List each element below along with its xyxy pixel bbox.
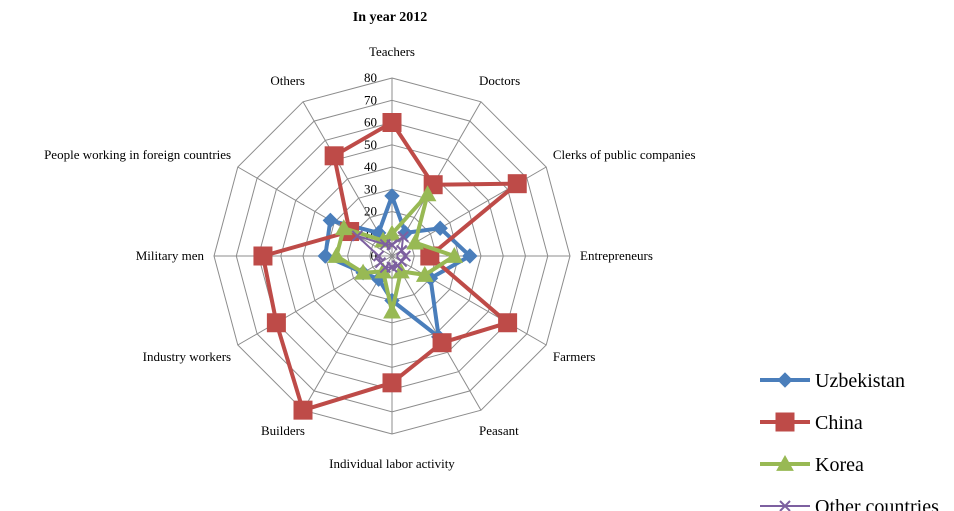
series-0-point-9	[317, 248, 333, 264]
category-label-5: Peasant	[479, 423, 519, 438]
spoke-4	[391, 255, 547, 346]
tick-label-60: 60	[364, 115, 377, 130]
series-1-point-4	[498, 313, 518, 333]
category-label-1: Doctors	[479, 73, 520, 88]
category-label-3: Entrepreneurs	[580, 248, 653, 263]
tick-label-80: 80	[364, 70, 377, 85]
series-1-point-9	[253, 246, 273, 266]
category-label-9: Military men	[136, 248, 205, 263]
spoke-10	[237, 166, 393, 257]
series-3-point-1	[397, 231, 409, 243]
spoke-8	[237, 255, 393, 346]
series-1-point-0	[382, 113, 402, 132]
series-0-point-10	[322, 212, 339, 229]
category-label-0: Teachers	[369, 44, 415, 59]
legend-marker-2	[776, 454, 794, 471]
legend-label-0: Uzbekistan	[815, 370, 905, 392]
legend-label-1: China	[815, 412, 863, 434]
series-3-point-8	[374, 256, 387, 269]
series-2-point-6	[383, 302, 401, 319]
series-2-point-8	[354, 263, 372, 280]
category-label-6: Individual labor activity	[329, 456, 455, 471]
legend-label-3: Other countries	[815, 496, 939, 511]
series-0-point-2	[432, 220, 448, 236]
legend-label-2: Korea	[815, 454, 864, 476]
legend-item-0: Uzbekistan	[760, 370, 905, 392]
series-2-point-1	[418, 185, 437, 202]
category-label-2: Clerks of public companies	[553, 147, 696, 162]
series-group	[253, 113, 527, 420]
chart-title: In year 2012	[353, 10, 427, 25]
series-1-point-8	[266, 313, 286, 333]
category-label-7: Builders	[261, 423, 305, 438]
legend-marker-3	[779, 500, 791, 511]
series-2-point-2	[406, 233, 424, 250]
series-3-point-11	[379, 238, 392, 251]
tick-label-30: 30	[364, 181, 377, 196]
series-2-point-0	[383, 224, 401, 241]
series-0-point-0	[384, 188, 400, 204]
legend: Uzbekistan China Korea Other countries	[760, 370, 939, 511]
series-1-point-6	[382, 373, 402, 393]
series-3-point-10	[351, 230, 364, 242]
series-2-point-9	[327, 246, 346, 263]
series-3-point-9	[372, 250, 385, 262]
legend-item-2: Korea	[760, 454, 864, 476]
legend-item-3: Other countries	[760, 496, 939, 511]
series-3-point-2	[395, 244, 408, 257]
tick-label-70: 70	[364, 92, 377, 107]
series-2-point-4	[415, 265, 434, 282]
tick-label-40: 40	[364, 159, 377, 174]
legend-marker-0	[777, 372, 793, 388]
tick-label-0: 0	[371, 248, 378, 263]
series-1-point-5	[432, 333, 452, 353]
series-3-point-3	[399, 250, 412, 262]
series-1-point-7	[293, 400, 313, 420]
series-3	[351, 230, 412, 274]
category-label-10: People working in foreign countries	[44, 147, 231, 162]
category-label-4: Farmers	[553, 349, 596, 364]
series-2-point-3	[445, 246, 464, 263]
category-labels: Teachers Doctors Clerks of public companie…	[44, 44, 695, 471]
legend-item-1: China	[760, 412, 863, 434]
series-1-point-2	[507, 174, 527, 194]
category-label-11: Others	[270, 73, 305, 88]
legend-marker-1	[775, 412, 795, 432]
category-label-8: Industry workers	[143, 349, 231, 364]
tick-label-50: 50	[364, 137, 377, 152]
series-2-point-10	[334, 219, 353, 236]
series-1-point-11	[324, 146, 344, 166]
series-0-point-3	[462, 248, 478, 264]
tick-label-20: 20	[364, 204, 377, 219]
